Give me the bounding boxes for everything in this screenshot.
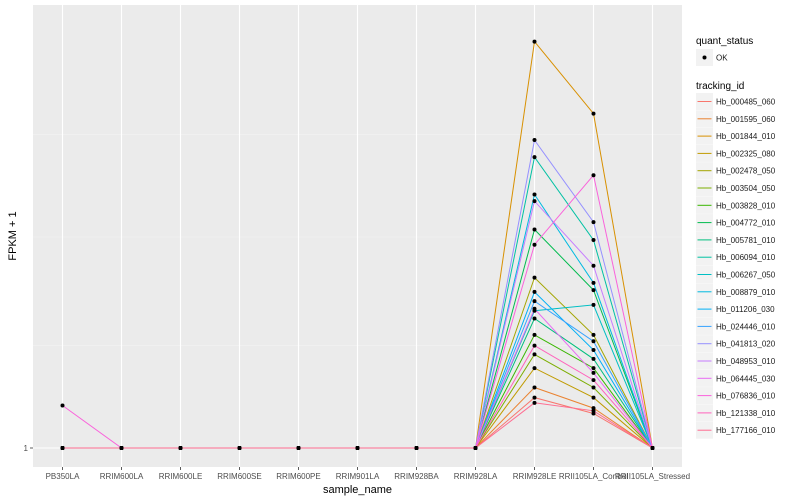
data-point-Hb_064445_030 [532, 306, 537, 311]
data-point-Hb_000485_060 [532, 395, 537, 400]
data-point-Hb_006267_050 [591, 302, 596, 307]
data-point-Hb_006094_010 [591, 238, 596, 243]
legend-label: Hb_076836_010 [716, 392, 776, 401]
legend-label: Hb_001595_060 [716, 115, 776, 124]
legend-label: Hb_000485_060 [716, 98, 776, 107]
data-point-Hb_024446_010 [591, 339, 596, 344]
data-point-Hb_041813_020 [532, 138, 537, 143]
data-point-Hb_003828_010 [532, 332, 537, 337]
legend-label: Hb_177166_010 [716, 426, 776, 435]
legend-label: Hb_004772_010 [716, 219, 776, 228]
x-axis-title: sample_name [323, 484, 392, 496]
x-tick-label: RRIM928BA [394, 472, 439, 481]
legend-title-quant-status: quant_status [696, 36, 753, 47]
x-tick-label: RRIM928LE [513, 472, 557, 481]
y-axis-title: FPKM + 1 [7, 211, 19, 260]
legend-label: Hb_005781_010 [716, 236, 776, 245]
data-point-Hb_011206_030 [532, 289, 537, 294]
legend-label: Hb_121338_010 [716, 409, 776, 418]
point-legend-entries: OK [696, 49, 728, 66]
data-point-Hb_177166_010 [178, 446, 183, 450]
data-point-Hb_002325_080 [532, 366, 537, 371]
data-point-Hb_177166_010 [414, 446, 419, 450]
x-axis-ticks: PB350LA RRIM600LA RRIM600LE RRIM600SE RRIM60… [46, 467, 690, 481]
data-point-Hb_048953_010 [532, 199, 537, 204]
legend: quant_status OK tracking_id Hb_000485_06… [696, 36, 776, 439]
x-tick-label: RRIM600LA [100, 472, 144, 481]
data-point-Hb_005781_010 [591, 356, 596, 361]
legend-label: Hb_006094_010 [716, 253, 776, 262]
data-point-Hb_001844_010 [532, 39, 537, 44]
data-point-Hb_003828_010 [591, 366, 596, 371]
x-tick-label: RRII105LA_Stressed [615, 472, 690, 481]
legend-label: OK [716, 54, 728, 63]
x-tick-label: RRIM600LE [159, 472, 203, 481]
data-point-Hb_002325_080 [591, 395, 596, 400]
data-point-Hb_177166_010 [591, 408, 596, 413]
data-point-Hb_006094_010 [532, 155, 537, 160]
legend-label: Hb_008879_010 [716, 288, 776, 297]
legend-label: Hb_041813_020 [716, 340, 776, 349]
data-point-Hb_076836_010 [532, 242, 537, 247]
data-point-Hb_001844_010 [591, 111, 596, 116]
legend-key-point [702, 55, 707, 60]
data-point-Hb_121338_010 [532, 343, 537, 348]
data-point-Hb_005781_010 [532, 316, 537, 321]
data-point-Hb_177166_010 [532, 400, 537, 405]
data-point-Hb_004772_010 [591, 288, 596, 293]
legend-label: Hb_003828_010 [716, 201, 776, 210]
data-point-Hb_003504_050 [591, 385, 596, 390]
data-point-Hb_001595_060 [532, 385, 537, 390]
data-point-Hb_011206_030 [591, 347, 596, 352]
data-point-Hb_041813_020 [591, 220, 596, 225]
legend-label: Hb_002325_080 [716, 149, 776, 158]
data-point-Hb_008879_010 [532, 192, 537, 197]
x-tick-label: RRIM901LA [336, 472, 380, 481]
x-tick-label: RRII105LA_Control [559, 472, 629, 481]
data-point-Hb_048953_010 [591, 263, 596, 268]
series-points [60, 39, 655, 450]
data-point-Hb_177166_010 [60, 446, 65, 450]
x-tick-label: RRIM600SE [217, 472, 261, 481]
data-point-Hb_002478_050 [532, 275, 537, 280]
y-tick-label: 1 [24, 444, 29, 453]
x-tick-label: RRIM600PE [276, 472, 320, 481]
legend-label: Hb_002478_050 [716, 167, 776, 176]
x-tick-label: RRIM928LA [454, 472, 498, 481]
data-point-Hb_004772_010 [532, 227, 537, 232]
legend-label: Hb_006267_050 [716, 271, 776, 280]
data-point-Hb_076836_010 [591, 173, 596, 178]
legend-label: Hb_024446_010 [716, 322, 776, 331]
data-point-Hb_177166_010 [473, 446, 478, 450]
legend-label: Hb_001844_010 [716, 132, 776, 141]
legend-label: Hb_003504_050 [716, 184, 776, 193]
data-point-Hb_024446_010 [532, 299, 537, 304]
legend-label: Hb_064445_030 [716, 374, 776, 383]
data-point-Hb_177166_010 [296, 446, 301, 450]
legend-title-tracking-id: tracking_id [696, 81, 744, 92]
data-point-Hb_177166_010 [355, 446, 360, 450]
data-point-Hb_002478_050 [591, 332, 596, 337]
data-point-Hb_121338_010 [591, 378, 596, 383]
legend-label: Hb_011206_030 [716, 305, 775, 314]
data-point-Hb_003504_050 [532, 352, 537, 357]
x-tick-label: PB350LA [46, 472, 80, 481]
y-axis-ticks: 1 [24, 444, 33, 453]
data-point-Hb_177166_010 [650, 446, 655, 450]
data-point-Hb_064445_030 [591, 370, 596, 375]
legend-label: Hb_048953_010 [716, 357, 776, 366]
data-point-Hb_177166_010 [237, 446, 242, 450]
color-legend-entries: Hb_000485_060 Hb_001595_060 Hb_001844_010 H… [696, 93, 776, 439]
data-point-Hb_076836_010 [60, 403, 65, 408]
data-point-Hb_177166_010 [119, 446, 124, 450]
data-point-Hb_008879_010 [591, 280, 596, 285]
